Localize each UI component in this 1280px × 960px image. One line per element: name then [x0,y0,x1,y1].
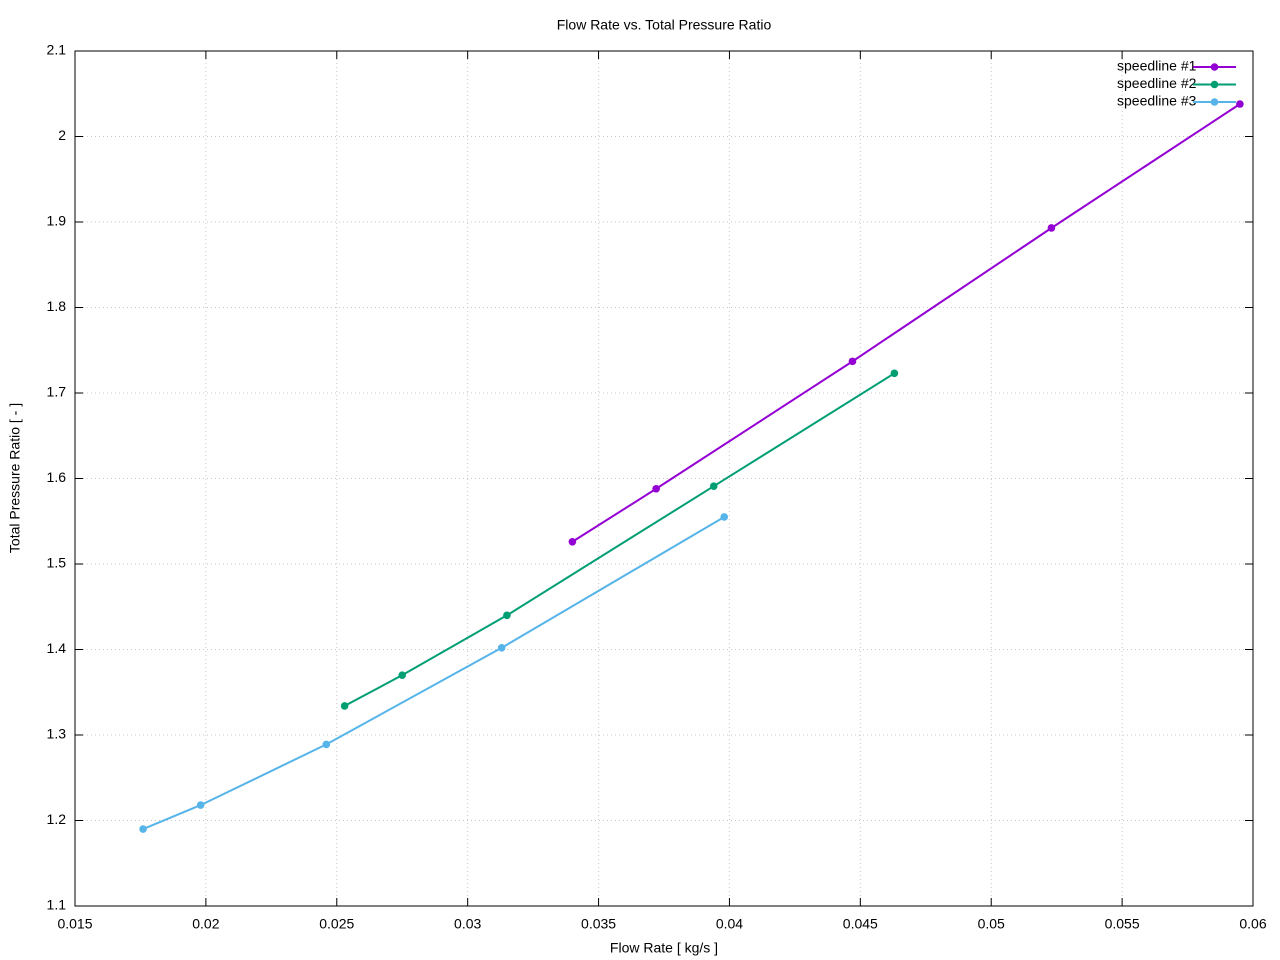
y-tick-label: 2.1 [47,42,67,58]
x-tick-label: 0.02 [192,916,219,932]
x-tick-label: 0.035 [581,916,616,932]
series-line [571,103,1241,543]
data-point [720,513,729,521]
chart-title: Flow Rate vs. Total Pressure Ratio [557,17,772,33]
x-axis-label: Flow Rate [ kg/s ] [610,940,718,956]
y-tick-label: 1.9 [47,213,67,229]
data-point [890,369,899,378]
y-tick-label: 1.2 [47,811,67,827]
data-point [340,702,349,710]
legend-marker [1210,63,1219,71]
x-tick-label: 0.05 [978,916,1005,932]
y-tick-label: 1.1 [47,897,67,913]
x-tick-label: 0.045 [843,916,878,932]
x-tick-label: 0.03 [454,916,481,932]
series-line [344,372,895,707]
data-point [568,537,577,546]
data-point [503,611,511,620]
x-tick-label: 0.06 [1239,916,1266,932]
data-point [322,740,331,749]
data-point [497,643,506,652]
data-point [1236,100,1244,108]
y-tick-label: 1.7 [47,384,67,400]
data-point [652,484,660,493]
y-tick-label: 2 [58,127,66,143]
x-tick-label: 0.025 [319,916,354,932]
legend-label: speedline #1 [1117,58,1197,74]
y-tick-label: 1.6 [47,469,67,485]
legend-label: speedline #2 [1117,75,1197,91]
legend-label: speedline #3 [1117,93,1197,109]
data-point [709,482,718,490]
x-tick-label: 0.04 [716,916,743,932]
series-line [142,516,725,830]
x-tick-label: 0.055 [1105,916,1140,932]
x-tick-label: 0.015 [57,916,92,932]
data-point [398,671,407,679]
y-tick-label: 1.5 [47,555,67,571]
y-tick-label: 1.3 [47,726,67,742]
data-point [848,357,857,366]
data-point [196,801,205,809]
data-point [139,825,147,833]
y-tick-label: 1.8 [47,298,67,314]
legend-marker [1210,80,1219,89]
data-point [1047,224,1056,232]
y-tick-label: 1.4 [47,640,67,656]
y-axis-label: Total Pressure Ratio [ - ] [7,403,23,553]
legend-marker [1210,98,1219,106]
